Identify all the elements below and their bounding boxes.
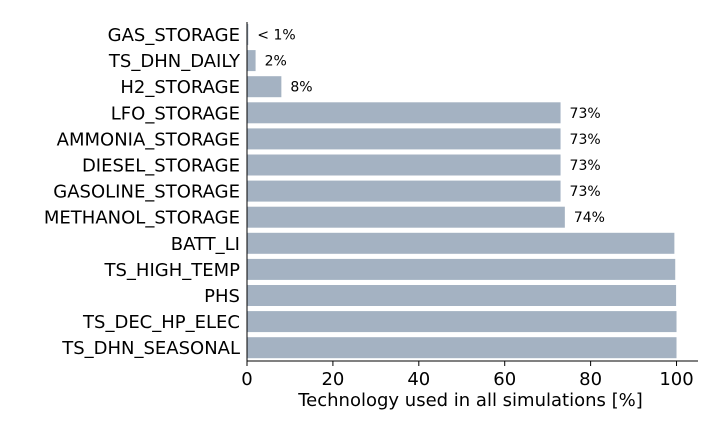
category-label: DIESEL_STORAGE (82, 156, 240, 177)
data-label: 73% (570, 158, 601, 174)
category-label: LFO_STORAGE (111, 103, 240, 124)
category-label: BATT_LI (171, 234, 240, 255)
data-label: 2% (265, 54, 287, 70)
category-label: AMMONIA_STORAGE (57, 129, 240, 150)
bar-methanol-storage (247, 206, 565, 228)
bar-ts-dhn-daily (247, 50, 256, 72)
bar-h2-storage (247, 76, 282, 98)
data-label: 74% (574, 210, 605, 226)
x-tick-label: 80 (579, 369, 602, 390)
category-label: PHS (204, 286, 240, 307)
bar-phs (247, 285, 677, 306)
data-label: 8% (290, 80, 312, 96)
category-label: H2_STORAGE (120, 77, 240, 98)
bar-ammonia-storage (247, 128, 561, 150)
category-labels-group: GAS_STORAGE TS_DHN_DAILY H2_STORAGE LFO_STO… (44, 25, 241, 359)
category-label: TS_DHN_SEASONAL (61, 338, 240, 359)
bar-diesel-storage (247, 154, 561, 176)
bar-ts-dec-hp-elec (247, 311, 677, 333)
data-label: 73% (570, 184, 601, 200)
x-ticks-group: 0 20 40 60 80 100 (241, 361, 694, 390)
x-tick-label: 60 (493, 369, 516, 390)
x-axis-title: Technology used in all simulations [%] (297, 390, 643, 411)
x-tick-label: 100 (659, 369, 693, 390)
x-tick-label: 0 (241, 369, 252, 390)
bar-ts-dhn-seasonal (247, 337, 677, 359)
x-tick-label: 40 (407, 369, 430, 390)
bar-gasoline-storage (247, 180, 561, 202)
category-label: METHANOL_STORAGE (44, 208, 240, 229)
bar-ts-high-temp (247, 258, 676, 280)
x-tick-label: 20 (321, 369, 344, 390)
data-label: 73% (570, 132, 601, 148)
category-label: GASOLINE_STORAGE (53, 182, 240, 203)
bars-group (247, 24, 677, 359)
bar-gas-storage (247, 24, 249, 45)
bar-batt-li (247, 232, 675, 254)
category-label: GAS_STORAGE (108, 25, 240, 46)
data-label: < 1% (257, 28, 295, 44)
category-label: TS_DHN_DAILY (108, 51, 241, 72)
bar-lfo-storage (247, 102, 561, 124)
category-label: TS_DEC_HP_ELEC (82, 312, 240, 333)
category-label: TS_HIGH_TEMP (103, 260, 240, 281)
data-label: 73% (570, 106, 601, 122)
data-labels-group: < 1% 2%8% 73% 73% 73% 73% 74% (257, 28, 605, 227)
